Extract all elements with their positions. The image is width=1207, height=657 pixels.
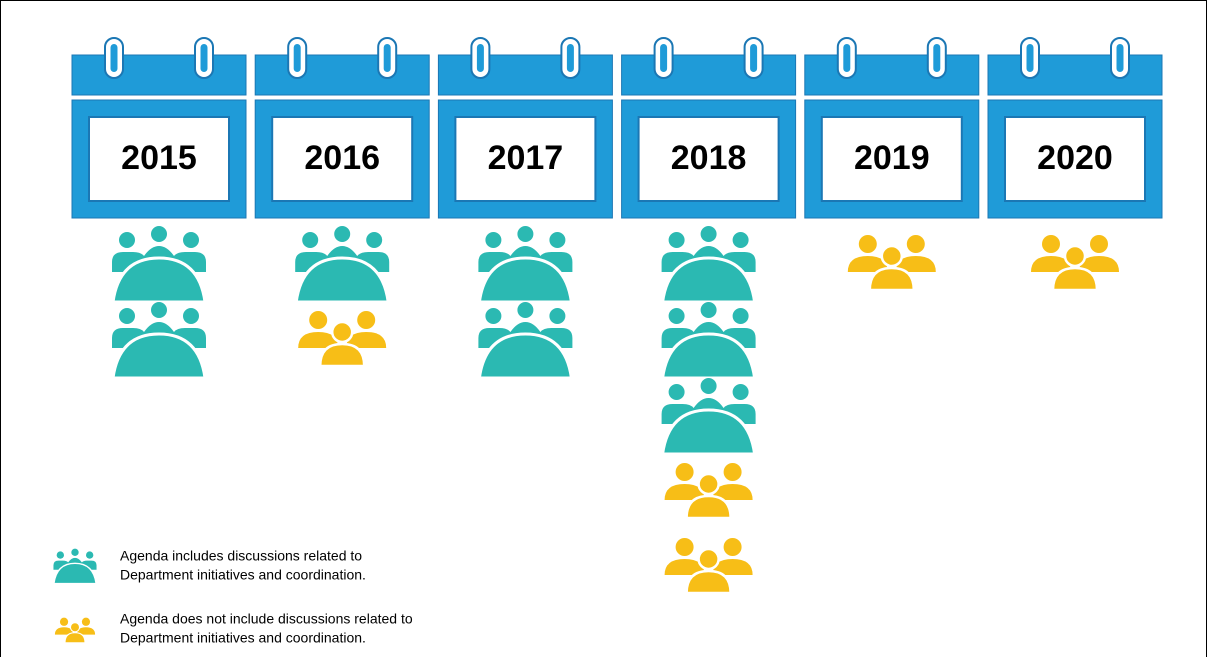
calendar-header xyxy=(804,54,980,96)
year-label: 2016 xyxy=(304,139,380,177)
calendar: 2016 xyxy=(254,37,430,219)
legend-icon xyxy=(52,547,98,585)
calendar-ring-hole xyxy=(933,44,941,72)
meeting-icon-included xyxy=(660,300,758,380)
calendar-face xyxy=(454,116,597,202)
calendar: 2015 xyxy=(71,37,247,219)
calendar: 2020 xyxy=(987,37,1163,219)
calendar-face xyxy=(271,116,414,202)
calendar-face xyxy=(88,116,230,202)
year-label: 2019 xyxy=(854,139,930,177)
calendar-ring-hole xyxy=(660,44,668,72)
calendar-ring-hole xyxy=(293,44,301,72)
legend-text: Department initiatives and coordination. xyxy=(120,567,366,583)
legend-text: Agenda does not include discussions rela… xyxy=(120,611,413,627)
calendar: 2018 xyxy=(621,37,797,219)
calendar-ring-hole xyxy=(200,44,208,72)
calendar-face xyxy=(1004,116,1146,202)
meeting-icon-included xyxy=(293,224,391,304)
calendar-header xyxy=(437,54,613,96)
meeting-icon-included xyxy=(660,224,758,304)
meeting-icon-included xyxy=(110,300,208,380)
calendar-header xyxy=(621,54,797,96)
legend-icon xyxy=(54,617,96,644)
meeting-icon-included xyxy=(660,376,758,456)
calendar-ring-hole xyxy=(383,44,391,72)
calendar-ring-hole xyxy=(476,44,484,72)
calendar-header xyxy=(71,54,247,96)
calendar-ring-hole xyxy=(843,44,851,72)
meeting-icon-not-included xyxy=(663,461,754,520)
calendar-ring-hole xyxy=(1026,44,1034,72)
meeting-icon-not-included xyxy=(663,536,754,595)
meeting-icon-not-included xyxy=(846,233,938,292)
calendar-ring-hole xyxy=(566,44,574,72)
calendar-header xyxy=(254,54,430,96)
meeting-icon-not-included xyxy=(296,309,388,368)
calendar: 2017 xyxy=(437,37,613,219)
calendar: 2019 xyxy=(804,37,980,219)
calendar-ring-hole xyxy=(110,44,118,72)
calendar-ring-hole xyxy=(1116,44,1124,72)
year-label: 2020 xyxy=(1037,139,1113,177)
calendar-ring-hole xyxy=(750,44,758,72)
legend-text: Department initiatives and coordination. xyxy=(120,630,366,646)
meeting-icon-included xyxy=(476,300,574,380)
meeting-icon-included xyxy=(110,224,208,304)
year-label: 2015 xyxy=(121,139,197,177)
meeting-icon-included xyxy=(476,224,574,304)
calendar-face xyxy=(637,116,780,202)
legend-text: Agenda includes discussions related to xyxy=(120,548,362,564)
calendar-face xyxy=(820,116,963,202)
calendar-header xyxy=(987,54,1163,96)
year-label: 2018 xyxy=(671,139,747,177)
meeting-icon-not-included xyxy=(1029,233,1121,292)
year-label: 2017 xyxy=(488,139,564,177)
